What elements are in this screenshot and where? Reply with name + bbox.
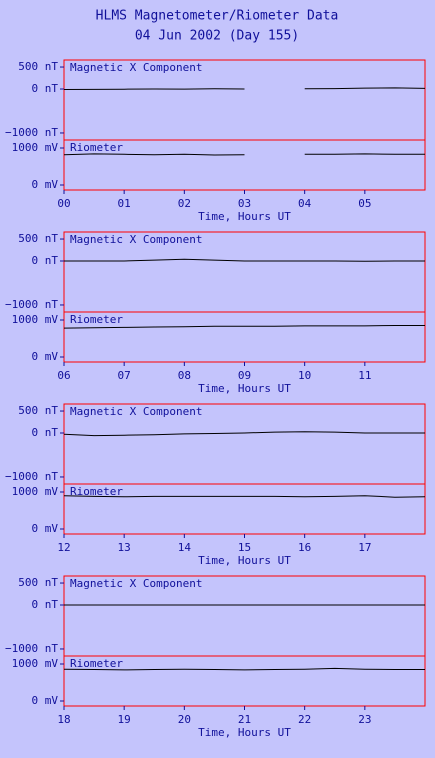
panel-label: Magnetic X Component [70,577,202,590]
panel-label: Magnetic X Component [70,233,202,246]
y-tick-label: 1000 mV [12,657,59,670]
y-tick-label: −1000 nT [5,298,58,311]
y-tick-label: 0 mV [32,350,59,363]
panel-label: Magnetic X Component [70,61,202,74]
data-line [63,431,425,437]
x-tick-label: 18 [57,713,70,726]
y-tick-label: 0 nT [32,598,59,611]
y-tick-label: 0 mV [32,522,59,535]
data-line [63,667,425,671]
chart-subtitle: 04 Jun 2002 (Day 155) [135,29,299,44]
x-tick-label: 02 [178,197,191,210]
x-tick-label: 00 [57,197,70,210]
panel-label: Riometer [70,657,123,670]
x-tick-label: 07 [118,369,131,382]
x-tick-label: 13 [118,541,131,554]
x-tick-label: 15 [238,541,251,554]
data-line [63,495,426,498]
y-tick-label: 0 mV [32,694,59,707]
x-axis-label: Time, Hours UT [198,382,291,395]
y-tick-label: 0 nT [32,254,59,267]
x-tick-label: 21 [238,713,251,726]
data-line [63,325,425,329]
x-tick-label: 11 [358,369,371,382]
x-tick-label: 01 [118,197,131,210]
x-tick-label: 16 [298,541,311,554]
x-tick-label: 05 [358,197,371,210]
y-tick-label: 0 mV [32,178,59,191]
x-tick-label: 22 [298,713,311,726]
y-tick-label: −1000 nT [5,126,58,139]
y-tick-label: −1000 nT [5,642,58,655]
y-tick-label: 500 nT [18,60,58,73]
data-line [63,87,426,90]
x-tick-label: 17 [358,541,371,554]
chart-title: HLMS Magnetometer/Riometer Data [96,9,339,24]
x-tick-label: 10 [298,369,311,382]
x-tick-label: 08 [178,369,191,382]
x-axis-label: Time, Hours UT [198,726,291,739]
x-tick-label: 20 [178,713,191,726]
x-tick-label: 09 [238,369,251,382]
y-tick-label: 500 nT [18,576,58,589]
panel-label: Riometer [70,313,123,326]
x-tick-label: 19 [118,713,131,726]
data-line [63,153,425,156]
x-tick-label: 03 [238,197,251,210]
panel-label: Riometer [70,141,123,154]
y-tick-label: 500 nT [18,232,58,245]
y-tick-label: −1000 nT [5,470,58,483]
y-tick-label: 1000 mV [12,313,59,326]
y-tick-label: 500 nT [18,404,58,417]
x-tick-label: 14 [178,541,192,554]
x-tick-label: 04 [298,197,312,210]
y-tick-label: 0 nT [32,82,59,95]
y-tick-label: 0 nT [32,426,59,439]
x-tick-label: 23 [358,713,371,726]
x-axis-label: Time, Hours UT [198,554,291,567]
x-tick-label: 06 [57,369,70,382]
panel-label: Riometer [70,485,123,498]
x-tick-label: 12 [57,541,70,554]
x-axis-label: Time, Hours UT [198,210,291,223]
y-tick-label: 1000 mV [12,141,59,154]
panel-label: Magnetic X Component [70,405,202,418]
y-tick-label: 1000 mV [12,485,59,498]
data-line [64,258,425,262]
